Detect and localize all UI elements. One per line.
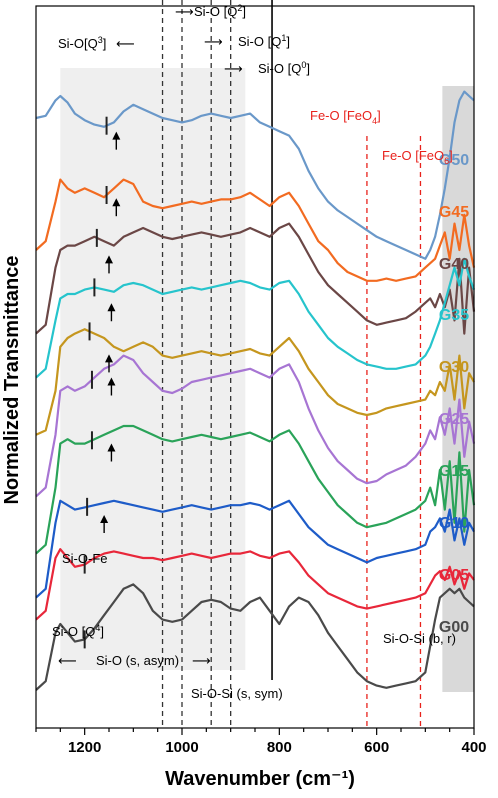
marker-arrowhead (105, 255, 113, 264)
axis-title-x: Wavenumber (cm⁻¹) (165, 768, 355, 790)
series-label-g10: G10 (439, 515, 469, 532)
sioasym-arrow-right: ⟶ (192, 653, 211, 668)
marker-arrowhead (112, 198, 121, 207)
marker-arrowhead (100, 515, 109, 523)
series-line-g10 (35, 499, 475, 599)
series-label-g45: G45 (439, 204, 469, 221)
series-label-g05: G05 (439, 567, 469, 584)
series-label-g15: G15 (439, 463, 469, 480)
q0-arrow: ⟶ (224, 61, 243, 76)
x-tick-label: 1200 (68, 739, 101, 756)
q0-label: Si-O [Q0] (258, 60, 310, 76)
q3-label: Si-O[Q3] (58, 35, 106, 51)
series-line-g00 (35, 583, 475, 691)
feo4-label: Fe-O [FeO4] (310, 108, 381, 126)
q1-label: Si-O [Q1] (238, 33, 290, 49)
siosisym-label: Si-O-Si (s, sym) (191, 686, 283, 701)
q1-arrow: ⟶ (204, 34, 223, 49)
x-tick-label: 1000 (165, 739, 198, 756)
q2-label: Si-O [Q2] (194, 3, 246, 19)
series-line-g35 (35, 257, 476, 379)
series-line-g30 (35, 328, 475, 436)
feo6-label: Fe-O [FeO6] (382, 148, 453, 166)
series-line-g40 (35, 222, 476, 335)
marker-arrowhead (112, 131, 121, 140)
series-line-g45 (35, 178, 476, 282)
series-label-g40: G40 (439, 256, 469, 273)
x-tick-label: 800 (267, 739, 292, 756)
axis-title-y: Normalized Transmittance (1, 256, 23, 505)
siofe-label: Si-O-Fe (62, 551, 108, 566)
x-tick-label: 600 (364, 739, 389, 756)
marker-arrowhead (105, 354, 113, 363)
siosibr-label: Si-O-Si (b, r) (383, 631, 456, 646)
marker-arrowhead (107, 303, 116, 312)
q4-label: Si-O [Q4] (52, 623, 104, 639)
series-label-g35: G35 (439, 307, 469, 324)
sioasym-label: Si-O (s, asym) (96, 653, 179, 668)
marker-arrowhead (107, 377, 116, 386)
q3-arrow: ⟵ (116, 36, 135, 51)
series-label-g25: G25 (439, 411, 469, 428)
x-tick-label: 400 (461, 739, 486, 756)
series-label-g50: G50 (439, 152, 469, 169)
series-label-g00: G00 (439, 619, 469, 636)
q2-arrow: ⟶ (175, 4, 194, 19)
sioasym-arrow-left: ⟵ (58, 653, 77, 668)
shaded-region (60, 68, 246, 670)
series-line-g50 (35, 90, 475, 260)
series-line-g15 (35, 424, 476, 555)
marker-arrowhead (107, 443, 116, 452)
series-label-g30: G30 (439, 359, 469, 376)
series-line-g05 (35, 548, 475, 621)
